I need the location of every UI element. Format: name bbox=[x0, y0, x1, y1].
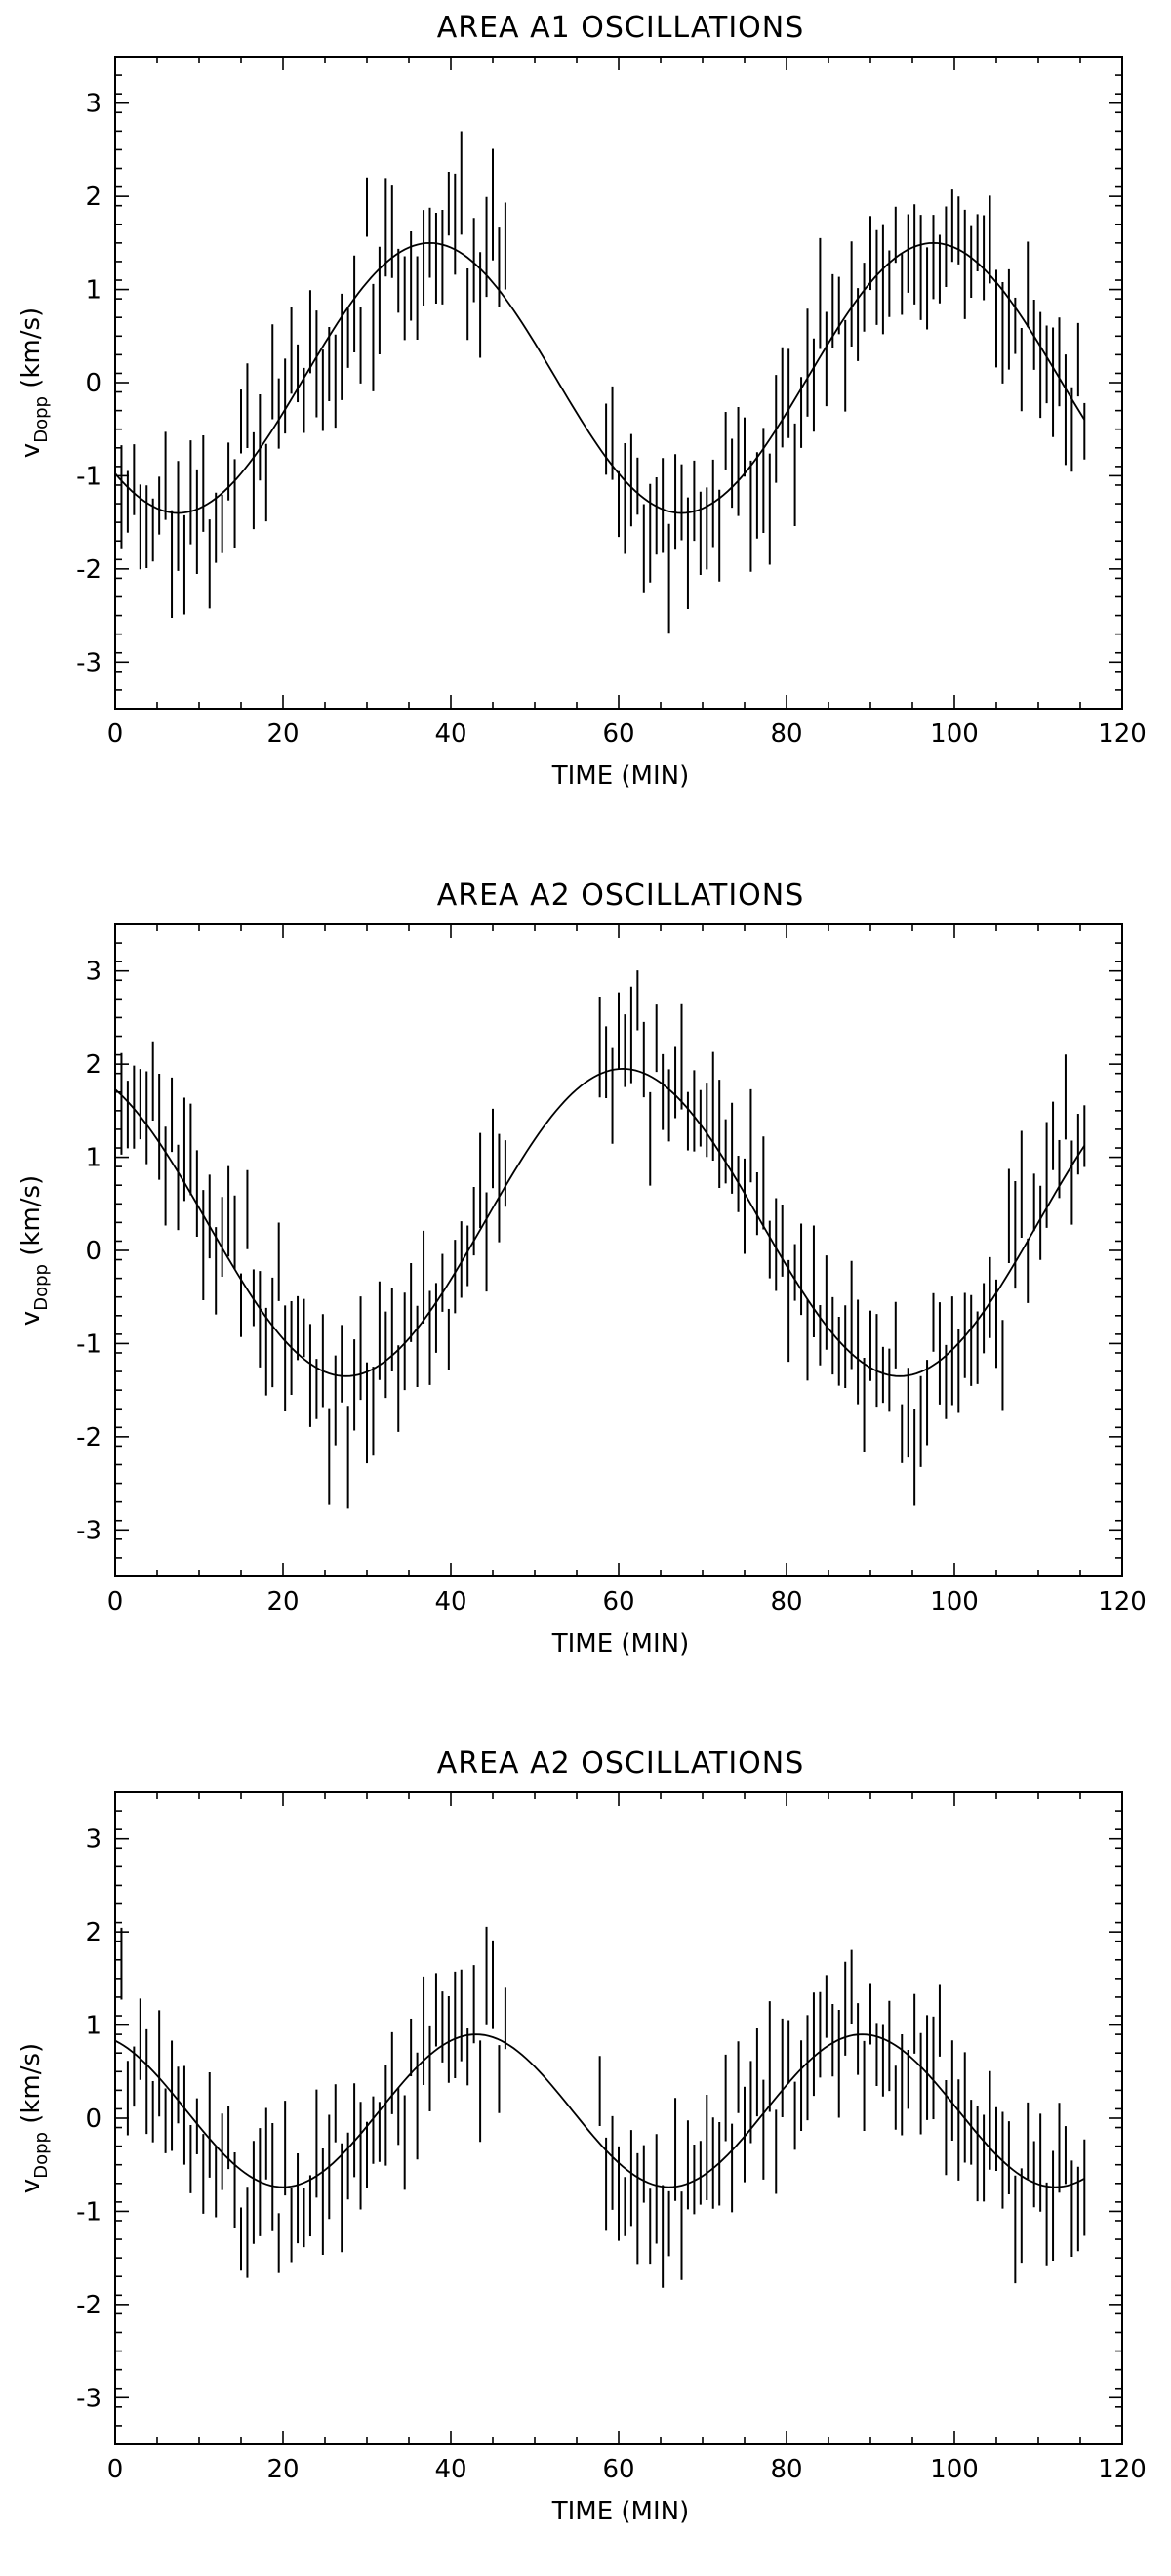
sine-fit-curve bbox=[114, 1067, 1086, 1377]
y-axis-label: vDopp (km/s) bbox=[17, 307, 52, 458]
x-tick-label: 60 bbox=[602, 719, 634, 749]
y-tick-label: -1 bbox=[76, 2197, 101, 2227]
x-tick-label: 120 bbox=[1098, 1587, 1147, 1616]
chart-title: AREA A2 OSCILLATIONS bbox=[437, 879, 805, 913]
chart-panel-a2-second: AREA A2 OSCILLATIONS 0 20 40 60 80 100 120-3-2… bbox=[17, 1746, 1147, 2526]
x-tick-label: 20 bbox=[266, 1587, 299, 1616]
x-tick-label: 100 bbox=[930, 1587, 979, 1616]
y-tick-label: 0 bbox=[85, 369, 101, 398]
axis-ticks: 0 20 40 60 80 100 120 -3 -2 -1 0 1 2 3 bbox=[76, 923, 1147, 1616]
sine-fit-curve bbox=[114, 2033, 1085, 2188]
chart-title: AREA A2 OSCILLATIONS bbox=[437, 1746, 805, 1780]
y-tick-label: -1 bbox=[76, 1329, 101, 1359]
x-tick-label: 100 bbox=[930, 2455, 979, 2484]
y-tick-label: -2 bbox=[76, 2291, 101, 2320]
y-tick-label: -2 bbox=[76, 1423, 101, 1452]
x-tick-label: 120 bbox=[1098, 2455, 1147, 2484]
axis-ticks: 0 20 40 60 80 100 120 -3 -2 -1 0 1 2 3 bbox=[76, 1791, 1147, 2484]
x-tick-label: 40 bbox=[434, 1587, 466, 1616]
y-tick-label: 2 bbox=[85, 183, 101, 212]
y-tick-label: -3 bbox=[76, 648, 101, 677]
y-tick-label: -3 bbox=[76, 2384, 101, 2413]
y-tick-label: -2 bbox=[76, 555, 101, 585]
x-tick-label: 80 bbox=[770, 2455, 802, 2484]
chart-panel-a2: AREA A2 OSCILLATIONS 0 20 40 60 80 100 120-3-2… bbox=[17, 879, 1147, 1658]
y-tick-label: 1 bbox=[85, 2012, 101, 2041]
y-tick-label: 1 bbox=[85, 276, 101, 306]
x-axis-label: TIME (MIN) bbox=[551, 761, 690, 791]
sine-fit-curve bbox=[114, 241, 1086, 514]
x-tick-label: 0 bbox=[107, 2455, 124, 2484]
y-tick-label: 2 bbox=[85, 1050, 101, 1080]
y-tick-label: 3 bbox=[85, 958, 101, 987]
x-tick-label: 60 bbox=[602, 2455, 634, 2484]
axis-ticks: 0 20 40 60 80 100 120 -3 -2 -1 0 1 2 3 bbox=[76, 56, 1147, 749]
error-bars bbox=[114, 970, 1086, 1509]
y-axis-label: vDopp (km/s) bbox=[17, 2043, 52, 2193]
x-tick-label: 40 bbox=[434, 719, 466, 749]
y-tick-label: 2 bbox=[85, 1918, 101, 1947]
chart-panel-a1: AREA A1 OSCILLATIONS 0 20 40 60 80 100 120-3-2… bbox=[17, 11, 1147, 791]
x-tick-label: 0 bbox=[107, 719, 124, 749]
y-tick-label: 0 bbox=[85, 1237, 101, 1266]
y-tick-label: 1 bbox=[85, 1144, 101, 1173]
x-tick-label: 40 bbox=[434, 2455, 466, 2484]
plot-frame bbox=[114, 56, 1123, 710]
x-tick-label: 100 bbox=[930, 719, 979, 749]
x-tick-label: 20 bbox=[266, 719, 299, 749]
x-tick-label: 20 bbox=[266, 2455, 299, 2484]
x-axis-label: TIME (MIN) bbox=[551, 1629, 690, 1658]
y-axis-label: vDopp (km/s) bbox=[17, 1175, 52, 1326]
error-bars bbox=[114, 1926, 1086, 2288]
x-tick-label: 0 bbox=[107, 1587, 124, 1616]
x-axis-label: TIME (MIN) bbox=[551, 2497, 690, 2526]
y-tick-label: -3 bbox=[76, 1516, 101, 1545]
x-tick-label: 120 bbox=[1098, 719, 1147, 749]
y-tick-label: -1 bbox=[76, 462, 101, 491]
chart-title: AREA A1 OSCILLATIONS bbox=[437, 11, 805, 45]
y-tick-label: 3 bbox=[85, 90, 101, 119]
y-tick-label: 0 bbox=[85, 2105, 101, 2134]
x-tick-label: 80 bbox=[770, 1587, 802, 1616]
x-tick-label: 60 bbox=[602, 1587, 634, 1616]
error-bars bbox=[114, 131, 1086, 634]
y-tick-label: 3 bbox=[85, 1825, 101, 1855]
x-tick-label: 80 bbox=[770, 719, 802, 749]
